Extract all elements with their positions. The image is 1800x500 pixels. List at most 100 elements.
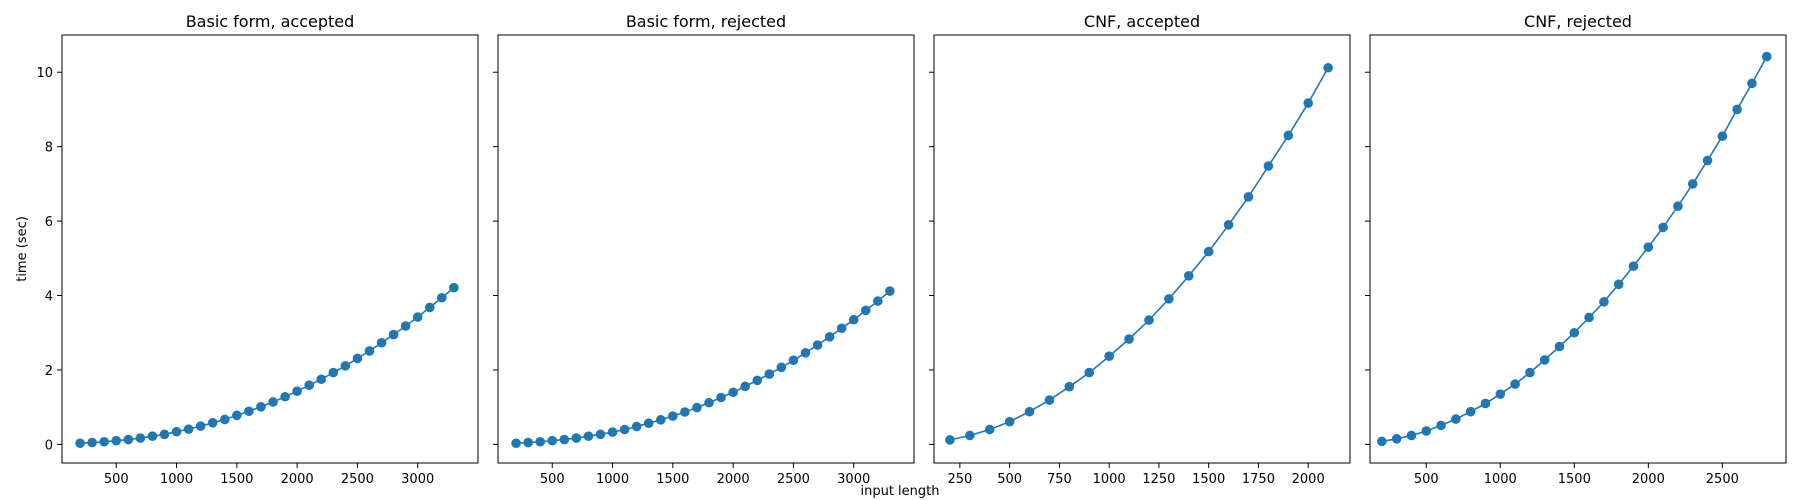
data-point bbox=[1628, 261, 1639, 271]
x-tick-label: 1000 bbox=[596, 472, 629, 487]
data-point bbox=[364, 346, 375, 356]
data-point bbox=[1144, 315, 1154, 325]
data-point bbox=[571, 433, 582, 443]
data-point bbox=[111, 435, 122, 446]
data-point bbox=[75, 438, 85, 449]
data-point bbox=[1004, 416, 1015, 427]
data-point bbox=[1480, 398, 1491, 409]
data-point bbox=[256, 402, 266, 412]
data-point bbox=[1510, 379, 1520, 389]
data-point bbox=[800, 348, 811, 358]
data-point bbox=[704, 397, 714, 408]
data-point bbox=[1223, 220, 1234, 230]
data-point bbox=[280, 391, 290, 402]
data-point bbox=[643, 418, 654, 428]
data-point bbox=[1613, 279, 1624, 290]
y-tick-label: 8 bbox=[45, 141, 53, 156]
data-point bbox=[1283, 130, 1294, 141]
x-tick-label: 2000 bbox=[1292, 472, 1325, 487]
data-point bbox=[860, 305, 871, 316]
y-tick-label: 6 bbox=[45, 215, 53, 230]
data-point bbox=[1673, 201, 1683, 211]
data-point bbox=[232, 410, 242, 421]
data-point bbox=[716, 392, 726, 403]
data-point bbox=[1164, 294, 1174, 304]
data-point bbox=[1761, 51, 1772, 62]
data-point bbox=[631, 421, 642, 432]
data-point bbox=[728, 387, 738, 398]
series-line bbox=[949, 67, 1329, 441]
data-point bbox=[1495, 389, 1506, 399]
data-point bbox=[1421, 426, 1432, 436]
data-point bbox=[885, 286, 895, 296]
data-point bbox=[559, 434, 570, 445]
data-point bbox=[873, 296, 883, 306]
data-point bbox=[1717, 131, 1728, 142]
data-point bbox=[1104, 351, 1114, 361]
data-point bbox=[1183, 270, 1194, 281]
data-point bbox=[984, 424, 995, 435]
data-point bbox=[135, 433, 146, 443]
data-point bbox=[824, 332, 835, 342]
y-tick-label: 2 bbox=[45, 364, 53, 379]
data-point bbox=[848, 314, 859, 325]
data-point bbox=[1406, 430, 1417, 441]
data-point bbox=[1465, 406, 1476, 417]
data-point bbox=[1539, 355, 1550, 365]
data-point bbox=[316, 374, 327, 385]
data-point bbox=[123, 434, 134, 445]
data-point bbox=[183, 424, 194, 434]
data-point bbox=[547, 435, 558, 446]
data-point bbox=[680, 407, 690, 417]
data-point bbox=[752, 375, 763, 386]
data-point bbox=[328, 367, 339, 378]
x-tick-label: 3000 bbox=[401, 472, 434, 487]
data-point bbox=[1064, 381, 1075, 392]
data-point bbox=[1747, 78, 1757, 89]
data-point bbox=[87, 437, 97, 448]
data-point bbox=[1263, 161, 1274, 171]
plot-frame bbox=[1369, 34, 1787, 464]
data-point bbox=[1084, 367, 1095, 378]
x-tick-label: 1500 bbox=[656, 472, 689, 487]
data-point bbox=[535, 436, 546, 447]
data-point bbox=[1203, 246, 1214, 257]
series-line bbox=[516, 290, 891, 445]
data-point bbox=[1732, 104, 1742, 115]
data-point bbox=[1243, 192, 1254, 202]
x-tick-label: 500 bbox=[540, 472, 565, 487]
chart-panel-1: Basic form, accepted 500 1000 1500 2000 2500 3… bbox=[36, 12, 479, 487]
x-tick-label: 500 bbox=[997, 472, 1022, 487]
data-point bbox=[1436, 420, 1446, 431]
data-point bbox=[1303, 98, 1314, 108]
chart-title: CNF, rejected bbox=[1524, 12, 1632, 31]
data-point bbox=[965, 430, 975, 441]
x-tick-label: 1000 bbox=[1484, 472, 1517, 487]
x-tick-label: 2000 bbox=[717, 472, 750, 487]
data-point bbox=[268, 397, 278, 407]
y-tick-label: 0 bbox=[45, 438, 53, 453]
data-point bbox=[692, 402, 702, 413]
plot-frame bbox=[61, 34, 479, 464]
y-axis-label: time (sec) bbox=[15, 216, 30, 282]
data-point bbox=[776, 362, 787, 373]
data-point bbox=[159, 429, 170, 440]
data-point bbox=[424, 302, 435, 313]
chart-panel-3: CNF, accepted 250 500 750 1000 1250 1500 1750 20… bbox=[929, 12, 1351, 487]
x-tick-label: 2000 bbox=[1632, 472, 1665, 487]
data-point bbox=[1323, 62, 1333, 73]
x-tick-label: 500 bbox=[1414, 472, 1439, 487]
x-tick-label: 1000 bbox=[1093, 472, 1126, 487]
x-tick-label: 1250 bbox=[1142, 472, 1175, 487]
x-tick-label: 750 bbox=[1047, 472, 1072, 487]
data-point bbox=[292, 386, 302, 396]
series-line bbox=[80, 287, 455, 445]
chart-panel-4: CNF, rejected 500 1000 1500 2000 2500 bbox=[1365, 12, 1787, 487]
data-point bbox=[147, 431, 158, 442]
data-point bbox=[655, 415, 666, 425]
data-point bbox=[1554, 341, 1565, 352]
chart-title: CNF, accepted bbox=[1084, 12, 1200, 31]
data-point bbox=[812, 340, 823, 350]
data-point bbox=[1525, 367, 1535, 378]
chart-title: Basic form, accepted bbox=[186, 12, 355, 31]
